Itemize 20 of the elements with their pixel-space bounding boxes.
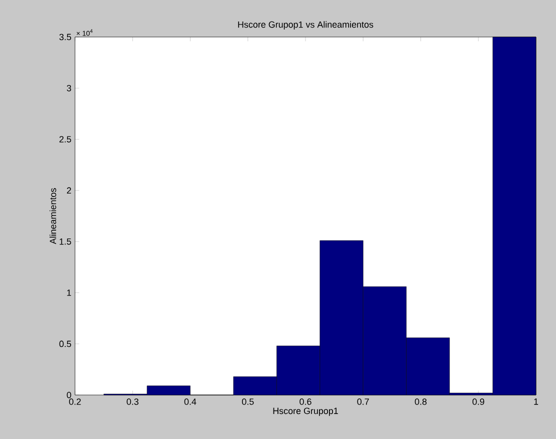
y-axis-title: Alineamientos (50, 188, 56, 244)
y-tick-label: 1 (67, 290, 72, 296)
y-tick-label: 2.5 (59, 136, 72, 142)
x-tick-label: 0.6 (300, 398, 312, 405)
y-tick-label: 3 (66, 84, 72, 92)
x-tick-label: 0.3 (126, 398, 138, 405)
x-axis-title: Hscore Grupop1 (273, 408, 338, 416)
y-tick-label: 1.5 (60, 238, 72, 245)
x-tick-label: 1 (534, 398, 538, 405)
y-tick-label: 0.5 (59, 340, 72, 348)
x-tick-label: 0.9 (472, 398, 484, 405)
y-tick-label: 3.5 (59, 34, 72, 40)
x-tick-label: 0.2 (69, 398, 81, 405)
y-tick-label: 0 (66, 392, 72, 398)
chart-title: Hscore Grupop1 vs Alineamientos (238, 21, 374, 30)
x-tick-label: 0.5 (242, 398, 254, 405)
x-tick-label: 0.4 (184, 398, 196, 405)
x-tick-label: 0.7 (357, 398, 369, 405)
x-tick-label: 0.8 (414, 398, 427, 405)
y-tick-label: 2 (66, 187, 72, 194)
